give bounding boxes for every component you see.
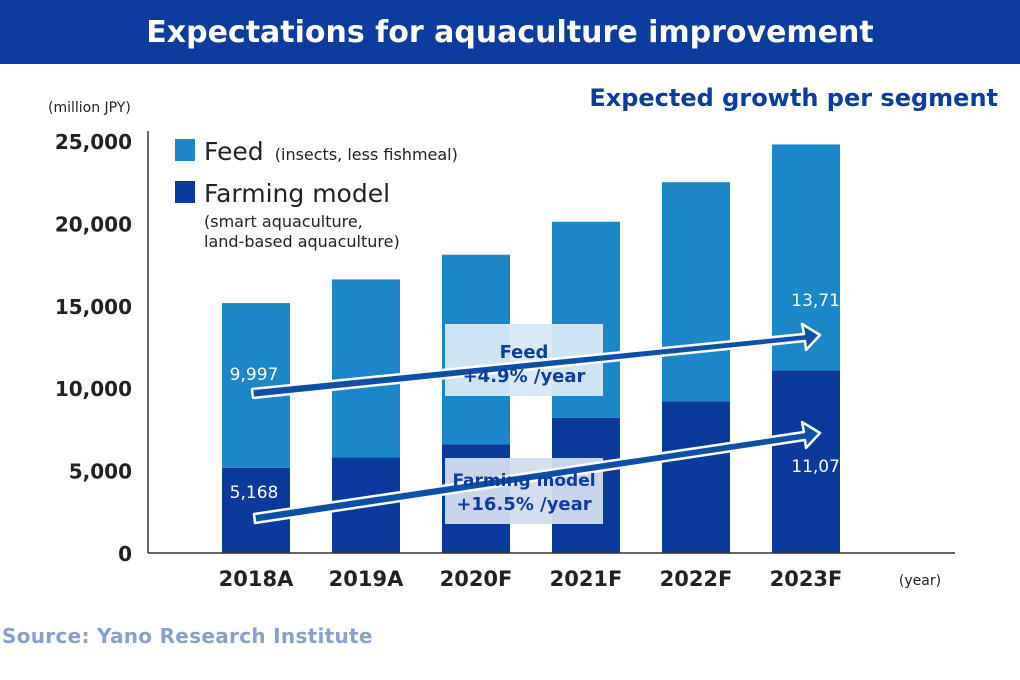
bar-feed	[332, 279, 400, 458]
farming-growth-rate: +16.5% /year	[456, 494, 591, 515]
legend-farming-name: Farming model	[204, 179, 390, 208]
data-label-feed-2018: 9,997	[230, 365, 279, 385]
y-axis-ticks: 0 5,000 10,000 15,000 20,000 25,000	[55, 130, 132, 566]
legend-farming-note-2: land-based aquaculture)	[204, 232, 400, 251]
legend-swatch-feed	[175, 139, 195, 161]
y-tick-label: 0	[118, 542, 132, 566]
feed-growth-rate: +4.9% /year	[463, 366, 586, 387]
legend-swatch-farming	[175, 181, 195, 203]
source-note: Source: Yano Research Institute	[2, 624, 373, 648]
x-tick-label: 2021F	[550, 567, 623, 591]
feed-growth-label: Feed	[500, 342, 549, 363]
bar-farming-model	[662, 401, 730, 553]
y-tick-label: 15,000	[55, 295, 132, 319]
legend-feed-name: Feed	[204, 137, 264, 166]
x-tick-label: 2018A	[219, 567, 294, 591]
x-tick-label: 2022F	[660, 567, 733, 591]
x-tick-label: 2023F	[770, 567, 843, 591]
feed-growth-arrow	[250, 322, 822, 400]
x-axis-ticks: 2018A 2019A 2020F 2021F 2022F 2023F	[219, 567, 843, 591]
y-tick-label: 5,000	[69, 460, 132, 484]
bar-farming-model	[772, 370, 840, 553]
chart-title: Expected growth per segment	[589, 84, 998, 112]
x-tick-label: 2020F	[440, 567, 513, 591]
bar-feed	[662, 182, 730, 402]
y-axis-unit: (million JPY)	[48, 100, 131, 116]
page-title: Expectations for aquaculture improvement	[0, 0, 1020, 64]
data-label-farming-2023: 11,071	[791, 457, 850, 477]
legend-feed-note: (insects, less fishmeal)	[275, 145, 458, 164]
stacked-bar-chart: (million JPY) Expected growth per segmen…	[48, 84, 998, 591]
legend-farming-note-1: (smart aquaculture,	[204, 212, 363, 231]
legend-feed-label: Feed (insects, less fishmeal)	[204, 137, 458, 166]
x-axis-unit: (year)	[899, 573, 941, 589]
data-label-feed-2023: 13,718	[791, 291, 850, 311]
farming-growth-label: Farming model	[452, 471, 595, 491]
y-tick-label: 20,000	[55, 212, 132, 236]
y-tick-label: 25,000	[55, 130, 132, 154]
farming-growth-arrow	[252, 420, 822, 525]
x-tick-label: 2019A	[329, 567, 404, 591]
data-label-farming-2018: 5,168	[230, 483, 279, 503]
y-tick-label: 10,000	[55, 377, 132, 401]
